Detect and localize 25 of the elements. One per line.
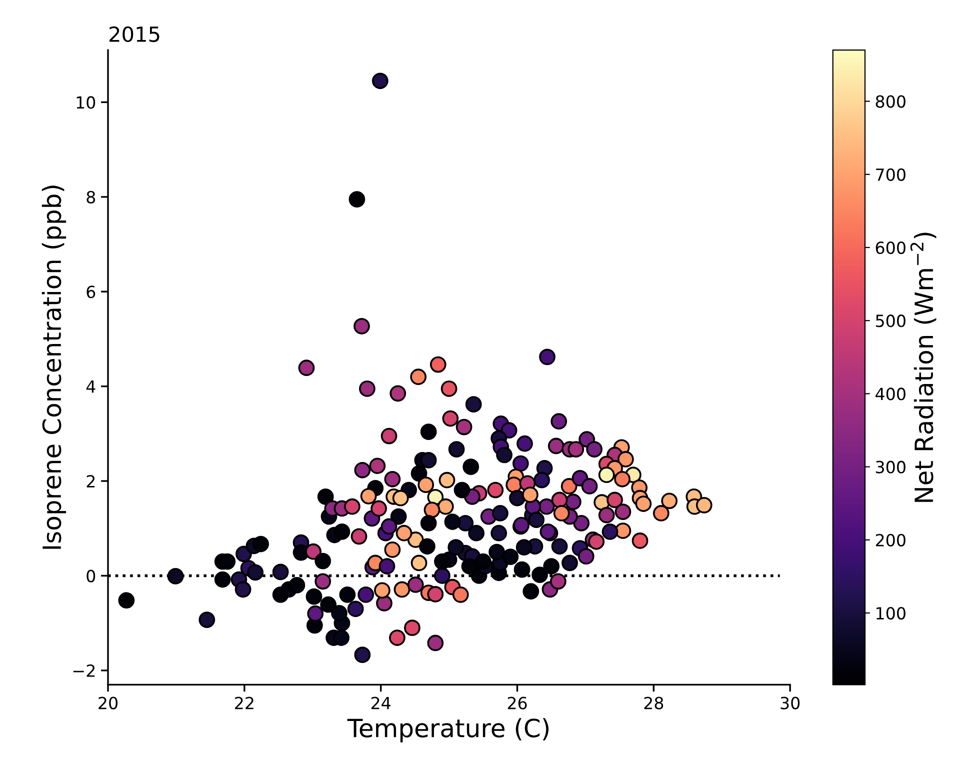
color-bar-label: 700	[876, 168, 906, 181]
x-tick-label: 26	[508, 696, 527, 710]
x-tick-label: 24	[371, 696, 390, 710]
chart-title: 2015	[110, 26, 160, 42]
y-tick-label: 8	[86, 190, 96, 204]
y-tick-label: 4	[86, 380, 96, 393]
y-tick-label: 6	[86, 286, 96, 298]
color-bar-label: 500	[876, 314, 906, 328]
color-bar-label: 300	[876, 460, 906, 474]
y-axis-title: Isoprene Concentration (ppb)	[42, 186, 66, 549]
x-axis-title: Temperature (C)	[347, 718, 549, 742]
y-tick-label: 10	[76, 96, 96, 109]
color-bar-title: Net Radiation (Wm$^{−2}$)	[910, 232, 936, 502]
color-bar-label: 800	[876, 95, 906, 108]
x-tick-label: 28	[644, 696, 664, 710]
x-tick-label: 20	[98, 696, 118, 710]
y-tick-label: −2	[73, 664, 95, 677]
color-bar-label: 200	[876, 534, 906, 546]
x-tick-label: 22	[235, 696, 254, 710]
color-bar-label: 100	[876, 606, 906, 620]
y-tick-label: 0	[86, 570, 96, 582]
color-bar-label: 600	[876, 241, 906, 254]
y-tick-label: 2	[86, 474, 95, 488]
x-tick-label: 30	[780, 696, 800, 710]
color-bar-label: 400	[876, 388, 906, 400]
